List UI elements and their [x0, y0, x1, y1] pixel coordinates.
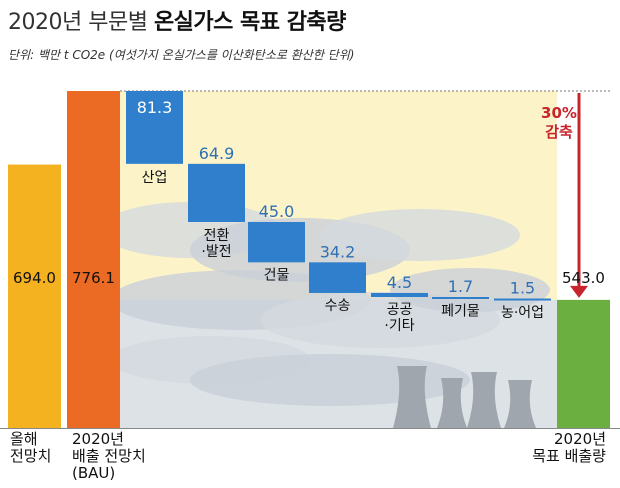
sector-name: ·발전: [201, 244, 231, 260]
total-bar-value: 543.0: [562, 269, 605, 287]
sector-name: ·기타: [384, 318, 414, 334]
total-bar-caption: (BAU): [72, 464, 115, 482]
reduction-percent: 30%: [541, 104, 577, 122]
sector-bar: [309, 262, 366, 293]
unit-note: 단위: 백만 t CO2e (여섯가지 온실가스를 이산화탄소로 환산한 단위): [8, 48, 355, 62]
total-bar: [67, 91, 120, 428]
total-bar-caption: 2020년: [554, 430, 606, 448]
sector-value: 81.3: [137, 98, 173, 117]
sector-value: 64.9: [199, 144, 235, 163]
cooling-tower: [393, 366, 431, 428]
total-bar-caption: 2020년: [72, 430, 124, 448]
total-bar-value: 694.0: [13, 269, 56, 287]
reduction-word: 감축: [545, 123, 573, 141]
total-bar-caption: 전망치: [10, 447, 51, 465]
background-layer: [0, 90, 620, 429]
smog-cloud: [320, 209, 520, 261]
sector-name: 수송: [325, 298, 351, 314]
sector-bar: [248, 222, 305, 263]
sector-name: 농·어업: [501, 305, 544, 321]
sector-value: 4.5: [387, 273, 412, 292]
bar-layer: [8, 91, 610, 428]
sector-value: 1.7: [448, 277, 473, 296]
sector-bar: [188, 163, 245, 223]
sector-bar: [371, 292, 428, 297]
chart-title-prefix: 2020년 부문별: [8, 10, 154, 35]
reduction-arrow-head: [570, 285, 588, 298]
cooling-tower: [504, 380, 536, 428]
sector-value: 34.2: [320, 242, 356, 261]
total-bar-caption: 올해: [10, 430, 38, 448]
sector-bar: [126, 91, 183, 164]
chart-title: 2020년 부문별 온실가스 목표 감축량: [8, 4, 346, 36]
total-bar-caption: 목표 배출량: [532, 447, 606, 465]
smog-cloud: [190, 354, 470, 406]
sector-name: 폐기물: [441, 304, 480, 320]
total-bar-caption: 배출 전망치: [72, 447, 146, 465]
sector-value: 1.5: [510, 279, 535, 298]
total-bar: [557, 299, 610, 428]
total-bar-value: 776.1: [72, 269, 115, 287]
sector-name: 공공: [387, 302, 413, 318]
cooling-tower: [467, 372, 501, 428]
total-bar: [8, 164, 61, 428]
sector-name: 건물: [264, 267, 290, 283]
sector-bar: [494, 298, 551, 301]
smog-cloud: [390, 268, 550, 312]
chart-title-emphasis: 온실가스 목표 감축량: [153, 10, 346, 35]
sector-bar: [432, 296, 489, 299]
sector-value: 45.0: [259, 202, 295, 221]
cooling-tower: [437, 378, 467, 428]
sector-name: 전환: [204, 228, 230, 244]
sector-name: 산업: [142, 170, 168, 186]
